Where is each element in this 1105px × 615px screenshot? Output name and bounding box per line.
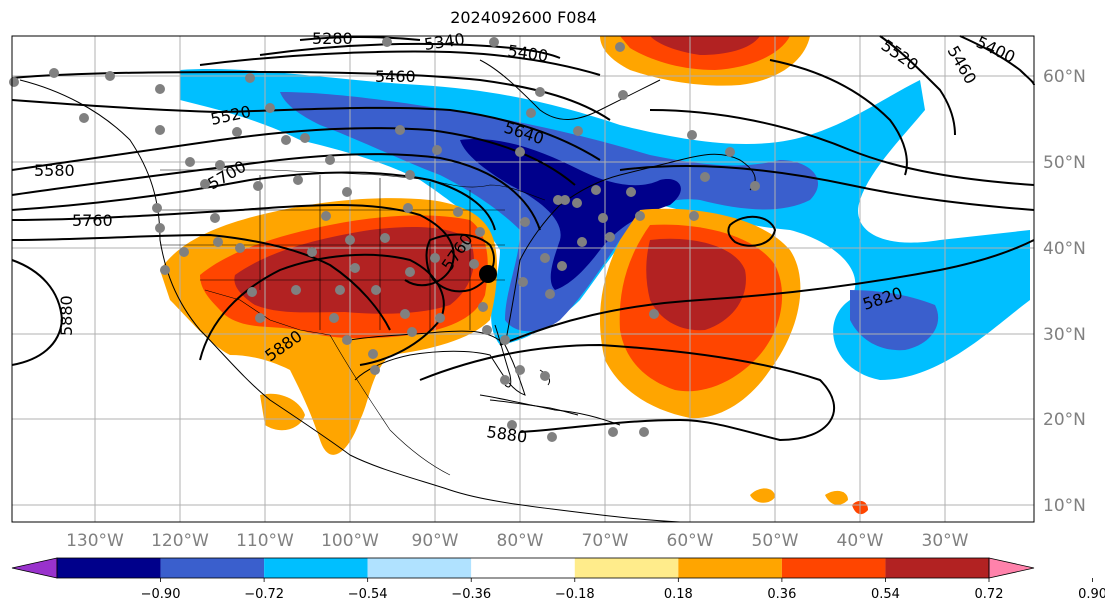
coastline-caribbean <box>479 394 621 426</box>
colorbar-swatch <box>264 558 368 578</box>
negative-region-deep <box>460 139 681 290</box>
contour-5580-east <box>649 109 1035 186</box>
contour-5340 <box>259 42 561 59</box>
border-mexico-central <box>329 334 451 476</box>
latitude-axis: 60°N 50°N 40°N 30°N 20°N 10°N <box>1043 67 1086 516</box>
colorbar-tick-label: 0.72 <box>975 587 1004 602</box>
coastlines <box>19 59 756 523</box>
map-border <box>11 35 1035 523</box>
positive-region-north-deep <box>650 36 760 55</box>
colorbar-extend-high <box>988 557 1035 579</box>
coastline-gulf <box>349 330 526 396</box>
colorbar-swatch <box>781 558 886 578</box>
colorbar-tick-label: 0.36 <box>767 587 796 602</box>
colorbar-swatch <box>160 558 265 578</box>
contour-label: 5760 <box>72 211 113 230</box>
height-contours <box>11 35 1035 442</box>
coastline-florida <box>494 324 512 388</box>
contour-5400-west <box>199 50 601 76</box>
lon-label-130: 130°W <box>66 531 124 551</box>
lat-label-50: 50°N <box>1043 153 1086 173</box>
lat-label-30: 30°N <box>1043 325 1086 345</box>
contour-5820-conus <box>11 233 391 331</box>
colorbar-swatch <box>471 558 575 578</box>
longitude-axis: 130°W 120°W 110°W 100°W 90°W 80°W 70°W 6… <box>66 531 969 551</box>
positive-region-tropic-patch-1 <box>750 488 775 503</box>
contour-5580 <box>11 127 576 186</box>
contour-5760 <box>11 204 455 287</box>
colorbar-tick-label: −0.18 <box>555 587 595 602</box>
lon-label-100: 100°W <box>321 531 379 551</box>
colorbar-swatch <box>885 558 989 578</box>
station-dots <box>9 37 760 442</box>
colorbar: −0.90 −0.72 −0.54 −0.36 −0.18 0.18 0.36 0.54 0.7… <box>11 557 1105 602</box>
contour-5700 <box>11 171 496 231</box>
coastline-east <box>504 153 756 346</box>
coastline-west <box>19 79 681 523</box>
colorbar-tick-label: −0.36 <box>451 587 491 602</box>
positive-region-atlantic-deep <box>646 238 746 331</box>
border-us-mexico <box>204 289 331 336</box>
coastline-hudson <box>479 59 661 120</box>
colorbar-tick-label: 0.54 <box>871 587 900 602</box>
contour-5520 <box>11 99 601 161</box>
colorbar-swatch <box>574 558 679 578</box>
contour-5280 <box>299 36 421 41</box>
lon-label-40: 40°W <box>837 531 884 551</box>
lat-label-60: 60°N <box>1043 67 1086 87</box>
contour-5400-east <box>959 35 1035 86</box>
lon-label-80: 80°W <box>497 531 544 551</box>
lon-label-50: 50°W <box>752 531 799 551</box>
colorbar-tick-label: −0.90 <box>141 587 181 602</box>
lon-label-110: 110°W <box>236 531 294 551</box>
highlighted-station-dot <box>479 265 497 283</box>
lat-label-20: 20°N <box>1043 410 1086 430</box>
contour-5880-west <box>11 259 64 366</box>
negative-region-atlantic <box>850 290 939 351</box>
lon-label-120: 120°W <box>151 531 209 551</box>
map-title: 2024092600 F084 <box>450 8 597 27</box>
lat-label-10: 10°N <box>1043 496 1086 516</box>
contour-5520-east <box>769 59 908 176</box>
positive-region-tropic-patch-2 <box>825 490 848 505</box>
colorbar-tick-label: −0.54 <box>348 587 388 602</box>
positive-region-gulf-patch <box>260 393 305 431</box>
colorbar-tick-label: 0.18 <box>664 587 693 602</box>
lon-label-70: 70°W <box>582 531 629 551</box>
colorbar-tick-label: 0.90 <box>1078 587 1105 602</box>
contour-5760-low <box>425 233 495 293</box>
lon-label-30: 30°W <box>922 531 969 551</box>
colorbar-tick-label: −0.72 <box>244 587 284 602</box>
colorbar-swatch <box>678 558 782 578</box>
colorbar-extend-low <box>11 557 58 579</box>
contour-label: 5880 <box>57 295 76 336</box>
contour-5640 <box>11 153 541 231</box>
contour-label: 5280 <box>312 29 353 48</box>
contour-5460-east <box>879 35 956 136</box>
contour-small-loop <box>727 215 777 247</box>
colorbar-swatch <box>57 558 161 578</box>
lat-label-40: 40°N <box>1043 239 1086 259</box>
colorbar-outline <box>56 557 990 579</box>
lon-label-60: 60°W <box>667 531 714 551</box>
contour-label: 5460 <box>375 67 416 86</box>
colorbar-swatch <box>367 558 472 578</box>
negative-region-mid <box>280 92 819 332</box>
border-states-grid-1 <box>259 175 471 330</box>
contour-5640-east <box>619 165 1035 211</box>
contour-5880-conus <box>199 253 445 366</box>
contour-5880-atlantic <box>419 343 836 442</box>
lon-label-90: 90°W <box>412 531 459 551</box>
contour-label: 5580 <box>34 161 75 180</box>
map-plot-area: 5280 5340 5400 5460 5520 5580 5640 5700 … <box>9 29 1035 523</box>
coastline-cuba <box>489 399 579 416</box>
contour-5820-atlantic <box>499 239 1035 346</box>
